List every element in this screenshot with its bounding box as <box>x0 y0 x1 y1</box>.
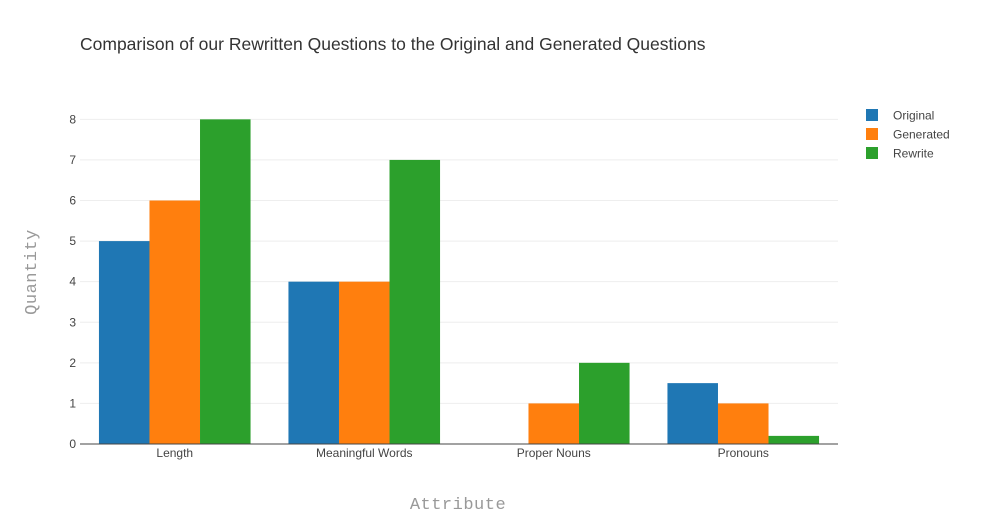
legend-swatch-original <box>866 109 878 121</box>
legend-label-generated: Generated <box>893 128 950 142</box>
y-tick-label: 5 <box>69 234 76 248</box>
x-tick-label: Meaningful Words <box>316 446 413 460</box>
bar-original-meaningful-words <box>288 281 339 444</box>
legend-label-original: Original <box>893 109 934 123</box>
bar-original-length <box>98 241 150 444</box>
x-tick-label: Pronouns <box>718 446 769 460</box>
x-tick-label: Proper Nouns <box>517 446 591 460</box>
legend: Original Generated Rewrite <box>866 109 950 161</box>
y-tick-label: 3 <box>69 315 76 329</box>
legend-label-rewrite: Rewrite <box>893 147 934 161</box>
bar-rewrite-pronouns <box>768 435 820 444</box>
x-axis-title: Attribute <box>410 496 506 515</box>
bar-rewrite-proper-nouns <box>579 362 630 444</box>
y-axis-title: Quantity <box>23 229 42 315</box>
bar-rewrite-meaningful-words <box>389 159 441 444</box>
bars <box>98 119 820 444</box>
y-tick-label: 4 <box>69 275 76 289</box>
y-tick-label: 1 <box>69 396 76 410</box>
y-tick-label: 7 <box>69 153 76 167</box>
y-tick-label: 8 <box>69 112 76 126</box>
bar-rewrite-length <box>200 119 251 444</box>
chart-title: Comparison of our Rewritten Questions to… <box>80 34 706 54</box>
bar-generated-proper-nouns <box>528 403 580 444</box>
y-tick-label: 6 <box>69 194 76 208</box>
bar-generated-pronouns <box>717 403 769 444</box>
x-tick-label: Length <box>156 446 193 460</box>
bar-generated-length <box>149 200 201 444</box>
y-tick-label: 0 <box>69 437 76 451</box>
legend-swatch-rewrite <box>866 147 878 159</box>
bar-generated-meaningful-words <box>338 281 390 444</box>
bar-original-pronouns <box>667 383 718 444</box>
y-tick-label: 2 <box>69 356 76 370</box>
y-tick-labels: 0 1 2 3 4 5 6 7 8 <box>69 112 76 451</box>
legend-swatch-generated <box>866 128 878 140</box>
x-tick-labels: Length Meaningful Words Proper Nouns Pronou… <box>156 446 769 460</box>
